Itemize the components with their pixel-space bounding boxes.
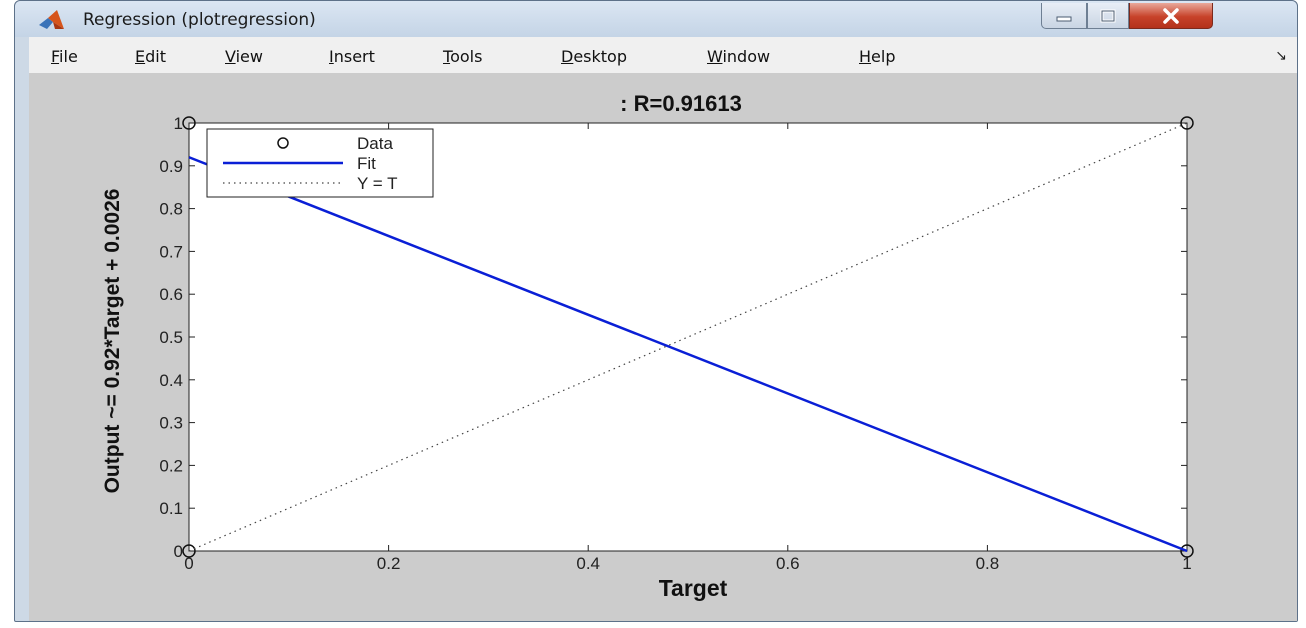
figure-window: Regression (plotregression) File Edit Vi… [14,0,1298,622]
legend-label: Fit [357,154,376,173]
dock-arrow-icon[interactable]: ↘ [1275,47,1287,63]
x-tick-label: 1 [1182,554,1191,573]
y-tick-label: 1 [174,114,183,133]
menu-tools[interactable]: Tools [443,47,483,66]
data-point [182,544,196,558]
y-tick-label: 0.1 [159,499,183,518]
matlab-logo-icon [39,10,64,29]
data-point [1180,116,1194,130]
y-tick-label: 0.8 [159,200,183,219]
y-tick-label: 0.6 [159,285,183,304]
minimize-button[interactable] [1041,3,1087,29]
legend-label: Data [357,134,393,153]
chart-title: : R=0.91613 [620,91,742,116]
menu-file[interactable]: File [51,47,78,66]
menu-help[interactable]: Help [859,47,896,66]
title-bar[interactable]: Regression (plotregression) [15,1,1297,37]
x-tick-label: 0.8 [976,554,1000,573]
menu-window[interactable]: Window [707,47,771,66]
menu-edit[interactable]: Edit [135,47,166,66]
y-tick-label: 0.9 [159,157,183,176]
y-tick-label: 0.4 [159,371,183,390]
close-button[interactable] [1129,3,1213,29]
y-tick-label: 0.7 [159,242,183,261]
y-tick-label: 0.3 [159,414,183,433]
fit-line [188,156,1188,553]
y-tick-label: 0.2 [159,456,183,475]
regression-plot: 0 0.2 0.4 0.6 0.8 1 0 0.1 0.2 0.3 0.4 0.5 0.6 0.7 0.8 0… [101,91,1194,601]
maximize-icon [1100,9,1116,22]
menu-view[interactable]: View [225,47,263,66]
x-tick-label: 0.4 [576,554,600,573]
x-tick-label: 0.2 [377,554,401,573]
x-axis-label: Target [659,575,728,601]
x-tick-label: 0.6 [776,554,800,573]
menu-bar: File Edit View Insert Tools Desktop Wind… [29,37,1297,74]
minimize-icon [1056,16,1072,21]
data-point [182,116,196,130]
menu-desktop[interactable]: Desktop [561,47,627,66]
x-tick-label: 0 [184,554,193,573]
legend-marker-data [277,137,289,149]
y-axis-label: Output ~= 0.92*Target + 0.0026 [101,189,124,494]
maximize-button[interactable] [1087,3,1129,29]
y-tick-label: 0 [174,542,183,561]
y-tick-label: 0.5 [159,328,183,347]
window-title: Regression (plotregression) [83,10,316,30]
legend-label: Y = T [357,174,397,193]
menu-insert[interactable]: Insert [329,47,375,66]
close-icon [1163,7,1179,24]
data-point [1180,544,1194,558]
figure-canvas: 0 0.2 0.4 0.6 0.8 1 0 0.1 0.2 0.3 0.4 0.5 0.6 0.7 0.8 0… [29,73,1297,621]
